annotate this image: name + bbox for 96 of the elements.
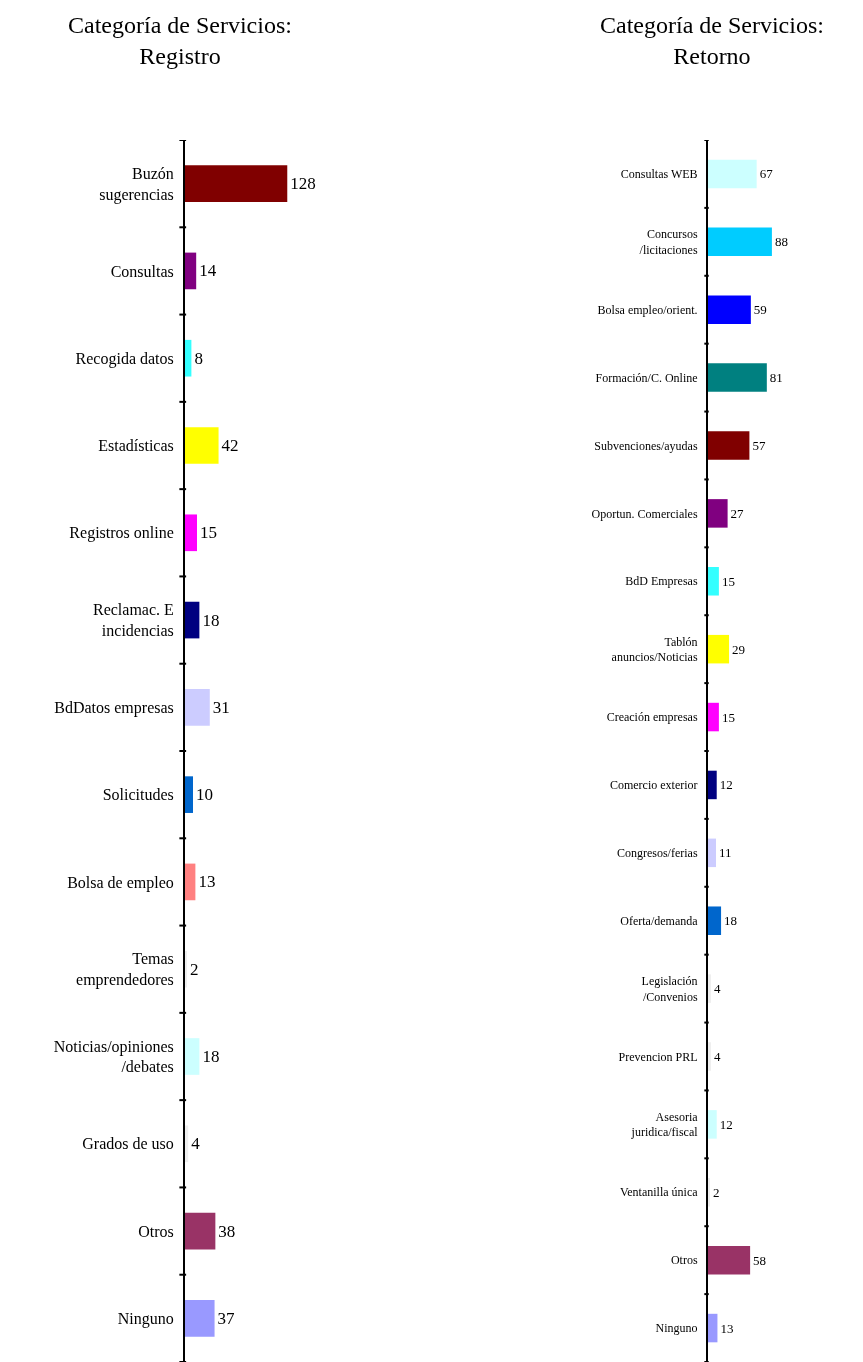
bar [708, 1042, 711, 1071]
data-label: 14 [199, 261, 217, 281]
chart-title: Categoría de Servicios: Retorno [600, 12, 824, 70]
bar [708, 295, 751, 324]
data-label: 8 [194, 348, 203, 368]
bar [708, 770, 717, 800]
y-tick-label: Congresos/ferias [616, 846, 698, 861]
bar [708, 1313, 718, 1343]
y-tick-label: Temas emprendedores [76, 950, 174, 990]
data-label: 18 [202, 610, 220, 630]
y-tick-label: Comercio exterior [609, 778, 698, 793]
data-label: 13 [198, 872, 216, 892]
data-label: 18 [724, 913, 738, 929]
bar [708, 1245, 751, 1275]
y-tick-label: Oferta/demanda [620, 913, 699, 928]
y-tick-label: Tablón anuncios/Noticias [611, 634, 698, 665]
data-label: 12 [719, 777, 733, 793]
bar [708, 974, 711, 1003]
bar [708, 227, 772, 257]
y-tick-label: Ninguno [655, 1321, 698, 1336]
data-label: 59 [753, 302, 767, 318]
y-tick-label: Formación/C. Online [595, 370, 698, 385]
y-tick-label: Ventanilla única [619, 1185, 699, 1200]
y-tick-label: Bolsa de empleo [67, 873, 174, 892]
y-tick-label: Asesoria juridica/fiscal [630, 1109, 699, 1140]
data-label: 15 [721, 709, 735, 725]
data-label: 88 [774, 234, 788, 250]
y-tick-label: Concursos/licitaciones [639, 227, 698, 257]
bar [708, 363, 767, 392]
bar [708, 499, 728, 528]
data-label: 29 [732, 641, 746, 657]
bar [708, 634, 730, 664]
bar [185, 1125, 189, 1163]
y-tick-label: Otros [138, 1222, 174, 1240]
data-label: 4 [713, 1049, 721, 1064]
bar [185, 1212, 216, 1250]
bar [185, 514, 197, 552]
chart-title: Categoría de Servicios: Registro [68, 12, 292, 70]
data-label: 11 [718, 845, 732, 861]
y-tick-label: BdD Empresas [625, 574, 698, 589]
data-label: 38 [218, 1221, 236, 1241]
bar [185, 601, 200, 639]
bar [185, 689, 210, 726]
y-tick-label: Recogida datos [75, 349, 174, 368]
bar [185, 1038, 200, 1075]
data-label: 4 [191, 1134, 201, 1154]
data-label: 2 [190, 959, 199, 979]
bar [185, 863, 196, 901]
y-tick-label: Registros online [69, 524, 174, 543]
data-label: 10 [195, 785, 213, 805]
data-label: 12 [719, 1116, 733, 1132]
bar [708, 838, 716, 868]
y-tick-label: Grados de uso [82, 1135, 174, 1153]
bar [708, 702, 719, 732]
data-label: 67 [759, 166, 774, 182]
data-label: 18 [202, 1047, 220, 1066]
y-tick-label: Subvenciones/ayudas [594, 438, 698, 453]
y-tick-label: Consultas WEB [620, 167, 698, 182]
y-tick-label: Consultas [110, 262, 174, 280]
y-tick-label: Creación empresas [606, 710, 698, 725]
bar [185, 776, 193, 813]
bar [185, 165, 288, 202]
y-tick-label: Ninguno [117, 1309, 174, 1328]
data-label: 15 [721, 573, 735, 589]
data-label: 37 [217, 1308, 236, 1328]
data-label: 42 [221, 436, 239, 455]
data-label: 57 [752, 438, 766, 453]
y-tick-label: BdDatos empresas [54, 698, 174, 717]
y-tick-label: Reclamac. E incidencias [92, 601, 174, 640]
bar [185, 252, 197, 290]
y-tick-label: Oportun. Comerciales [591, 506, 698, 521]
y-tick-label: Noticias/opiniones/debates [53, 1037, 174, 1076]
bar [708, 567, 719, 596]
data-label: 31 [212, 697, 230, 717]
data-label: 15 [199, 523, 217, 543]
y-tick-label: Bolsa empleo/orient. [597, 302, 698, 317]
data-label: 13 [720, 1320, 734, 1336]
data-label: 128 [290, 174, 316, 194]
bar [708, 431, 750, 460]
data-label: 58 [753, 1252, 767, 1268]
y-tick-label: Otros [670, 1253, 698, 1268]
bar [708, 159, 757, 189]
y-tick-label: Buzón sugerencias [99, 164, 174, 204]
bar [185, 1300, 215, 1337]
bar [708, 906, 722, 935]
bar [185, 339, 192, 377]
data-label: 2 [713, 1184, 720, 1200]
bar [708, 1110, 717, 1139]
data-label: 27 [730, 505, 745, 521]
data-label: 81 [769, 370, 783, 386]
y-tick-label: Estadísticas [98, 437, 174, 455]
y-tick-label: Prevencion PRL [618, 1049, 698, 1064]
data-label: 4 [713, 981, 721, 997]
y-tick-label: Legislación/Convenios [641, 974, 698, 1004]
y-tick-label: Solicitudes [102, 786, 174, 804]
bar [185, 427, 219, 464]
